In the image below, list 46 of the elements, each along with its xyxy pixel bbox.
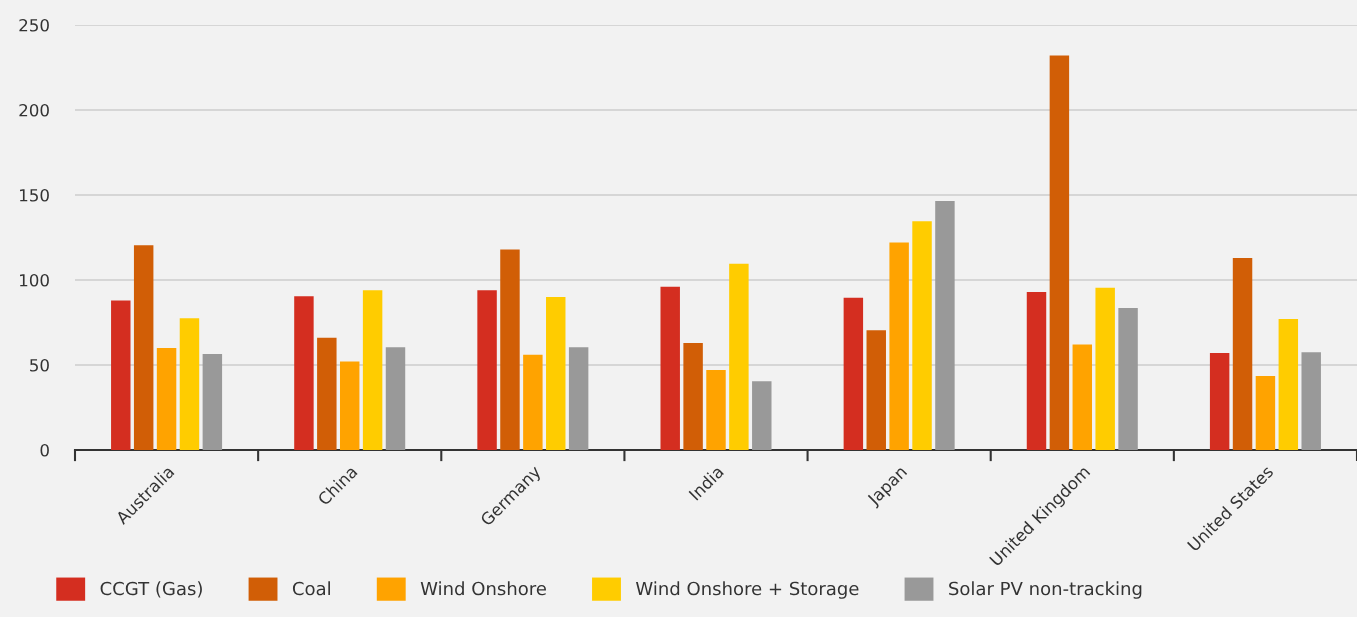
y-tick-label: 200 <box>19 103 49 117</box>
bar <box>843 297 864 450</box>
y-tick-label: 50 <box>30 358 49 372</box>
legend-label: Coal <box>292 581 330 596</box>
bar <box>1209 353 1230 450</box>
bar <box>1255 376 1276 450</box>
bar <box>477 290 497 450</box>
bar <box>935 200 955 450</box>
bar <box>1072 344 1093 450</box>
bar <box>362 290 383 450</box>
bar <box>889 242 909 450</box>
bar <box>568 347 589 450</box>
bar <box>1095 287 1115 450</box>
bar <box>866 330 886 450</box>
legend-label: Wind Onshore + Storage <box>635 581 859 599</box>
bar <box>317 337 337 450</box>
bar <box>385 347 406 450</box>
bar <box>179 318 200 450</box>
bar <box>1232 257 1253 450</box>
bar <box>660 286 680 450</box>
y-tick-label: 250 <box>19 18 49 32</box>
bar <box>706 370 726 450</box>
legend-label: CCGT (Gas) <box>100 581 202 598</box>
bar <box>500 249 520 450</box>
bar <box>523 354 543 450</box>
bar <box>729 263 749 450</box>
bar <box>1301 352 1321 450</box>
bar <box>1026 291 1047 450</box>
bar <box>133 245 154 450</box>
bar <box>111 300 131 450</box>
bar <box>339 361 360 450</box>
bar <box>546 297 566 450</box>
bar <box>156 348 177 450</box>
y-tick-label: 100 <box>20 273 49 287</box>
legend-label: Wind Onshore <box>420 581 546 596</box>
bar <box>294 296 314 450</box>
legend-label: Solar PV non-tracking <box>949 581 1142 599</box>
bar <box>1118 308 1138 450</box>
bar <box>752 381 772 450</box>
bar <box>1278 319 1299 450</box>
bar <box>1049 55 1070 450</box>
bar <box>683 342 703 450</box>
bar <box>912 221 932 450</box>
bar <box>202 353 223 450</box>
y-tick-label: 150 <box>20 188 49 202</box>
y-tick-label: 0 <box>40 443 49 457</box>
